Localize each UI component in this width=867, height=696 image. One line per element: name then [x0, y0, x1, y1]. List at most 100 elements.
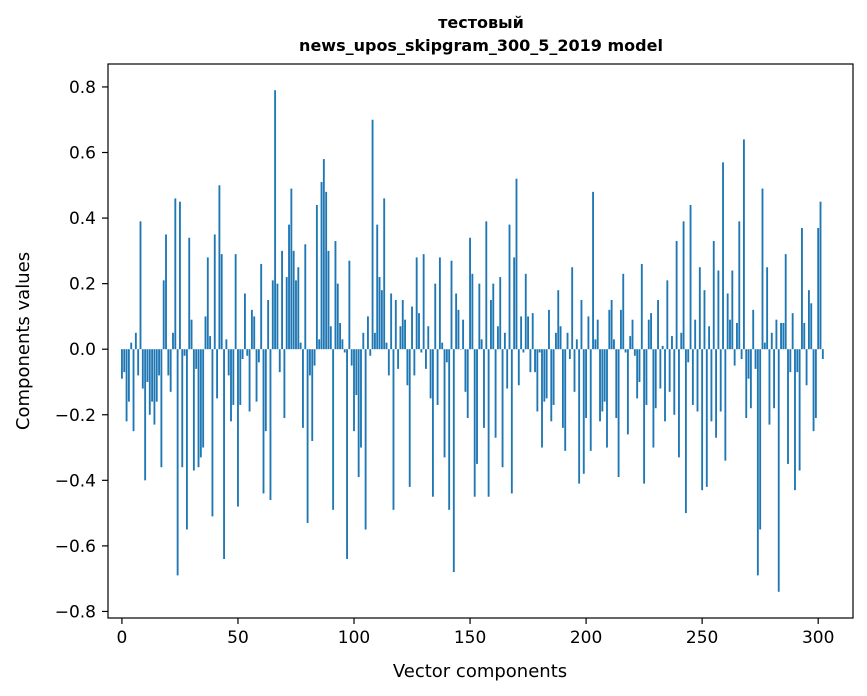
bar	[137, 349, 140, 376]
bar	[531, 313, 534, 350]
y-tick-label: −0.2	[55, 406, 96, 426]
bar	[633, 349, 636, 356]
bar	[654, 349, 657, 409]
bar	[262, 349, 265, 494]
bar	[624, 349, 627, 353]
bar	[348, 260, 351, 350]
bar	[406, 349, 409, 386]
bar	[127, 349, 130, 402]
bar	[213, 234, 216, 350]
bar	[121, 349, 123, 379]
bar	[139, 221, 142, 350]
bar	[543, 349, 546, 402]
bar	[694, 319, 697, 350]
y-tick-label: 0.4	[69, 209, 96, 229]
bar	[483, 349, 485, 428]
y-axis-ticks: 0.8 0.6 0.4 0.2 0.0 −0.2 −0.4 −0.6 −0.8	[55, 78, 108, 622]
bar	[494, 349, 497, 438]
bar	[418, 313, 420, 350]
bar	[390, 293, 393, 350]
bar	[413, 349, 416, 376]
bar	[770, 332, 773, 350]
bar	[476, 349, 478, 464]
bar	[364, 349, 367, 530]
bar	[513, 257, 516, 350]
bar	[775, 319, 778, 350]
bar	[619, 309, 622, 350]
bar	[434, 283, 437, 350]
bar	[682, 221, 685, 350]
bar	[596, 319, 599, 350]
bar	[626, 349, 629, 435]
bar	[599, 349, 601, 422]
bar	[566, 332, 569, 350]
bar	[281, 250, 283, 350]
y-tick-label: 0.0	[69, 340, 96, 360]
bar	[703, 290, 706, 350]
bar	[701, 349, 704, 491]
bar	[650, 313, 653, 350]
bar	[589, 349, 592, 451]
bar	[387, 349, 390, 376]
bar	[555, 332, 557, 350]
bar	[780, 322, 782, 350]
bar	[408, 349, 411, 487]
bar	[787, 349, 789, 464]
bar	[805, 349, 808, 386]
bar	[329, 326, 332, 350]
bar	[784, 254, 787, 350]
bar	[749, 349, 752, 409]
bar	[724, 349, 727, 461]
bar	[343, 349, 346, 353]
bar	[311, 349, 314, 441]
bar	[666, 280, 669, 350]
bar	[745, 349, 748, 419]
bar	[438, 257, 441, 350]
bar	[622, 273, 625, 350]
bar	[708, 326, 711, 350]
bar	[817, 227, 820, 350]
bar	[478, 283, 481, 350]
bar	[501, 349, 504, 468]
bar	[441, 342, 444, 350]
bar	[346, 349, 348, 559]
bar	[211, 349, 214, 517]
bar	[325, 191, 328, 350]
bar	[731, 270, 734, 350]
bar	[267, 300, 270, 350]
bar	[520, 316, 523, 350]
bar	[248, 349, 251, 412]
bar	[466, 349, 469, 419]
bar	[536, 349, 539, 412]
bar	[469, 237, 471, 350]
bar	[490, 300, 492, 350]
bar	[794, 349, 796, 491]
bar	[756, 349, 759, 576]
bar	[192, 349, 195, 471]
bar	[580, 300, 583, 350]
bar	[264, 349, 267, 432]
x-tick-label: 150	[454, 628, 486, 648]
bar	[747, 349, 750, 379]
bar	[487, 349, 490, 497]
bar	[332, 349, 335, 510]
bar	[564, 349, 567, 451]
x-axis-label: Vector components	[393, 661, 567, 682]
bar	[404, 319, 406, 350]
bar	[443, 349, 446, 458]
bar	[789, 349, 792, 373]
bar	[510, 349, 513, 494]
x-tick-label: 250	[686, 628, 718, 648]
bar	[527, 316, 530, 350]
bar	[652, 349, 655, 448]
bar	[165, 234, 167, 350]
bar	[278, 349, 281, 373]
bar	[250, 309, 253, 350]
bar	[450, 260, 453, 350]
bar	[230, 349, 232, 422]
bar	[399, 326, 402, 350]
bar	[436, 349, 439, 405]
bar	[791, 313, 794, 350]
bar	[552, 349, 555, 405]
